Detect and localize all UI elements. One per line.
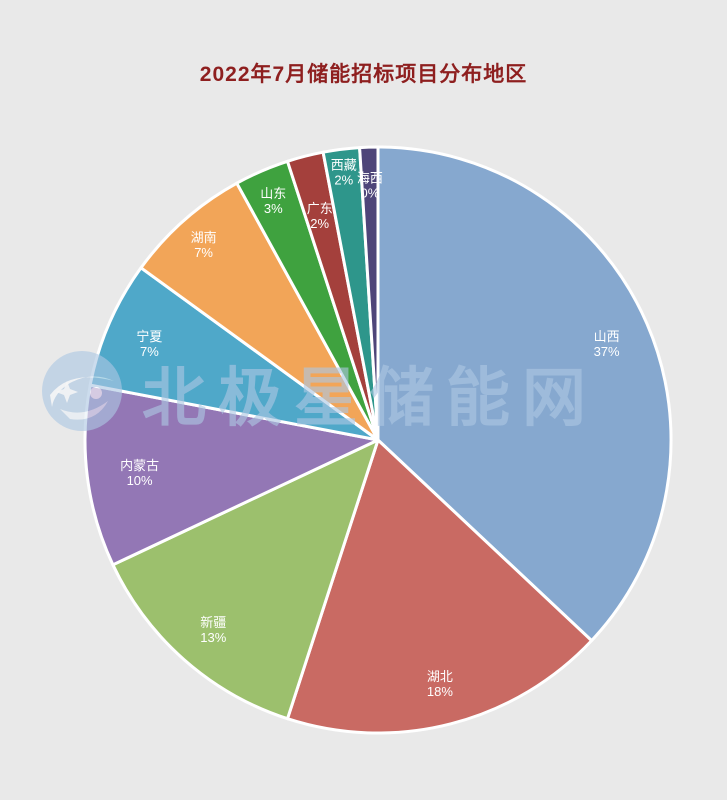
pie-slice-label: 内蒙古 10% [120, 458, 159, 488]
chart-title: 2022年7月储能招标项目分布地区 [199, 63, 528, 86]
pie-slice [358, 145, 380, 442]
pie-slice-label: 广东 2% [307, 201, 333, 231]
pie-slice-label: 宁夏 7% [136, 329, 162, 359]
pie-slice-label: 湖南 7% [191, 230, 217, 260]
pie-slice [139, 181, 380, 442]
pie-slice-label: 西藏 2% [331, 158, 357, 188]
pie-slice-label: 新疆 13% [200, 615, 226, 645]
pie-slice-label: 山东 3% [260, 186, 286, 216]
pie-slice-label: 海西 0% [357, 170, 383, 200]
pie-slice [286, 438, 594, 735]
pie-slice-label: 山西 37% [594, 329, 620, 359]
pie-slice [111, 438, 380, 721]
pie-slice [376, 145, 673, 643]
pie-slice-label: 湖北 18% [427, 669, 453, 699]
